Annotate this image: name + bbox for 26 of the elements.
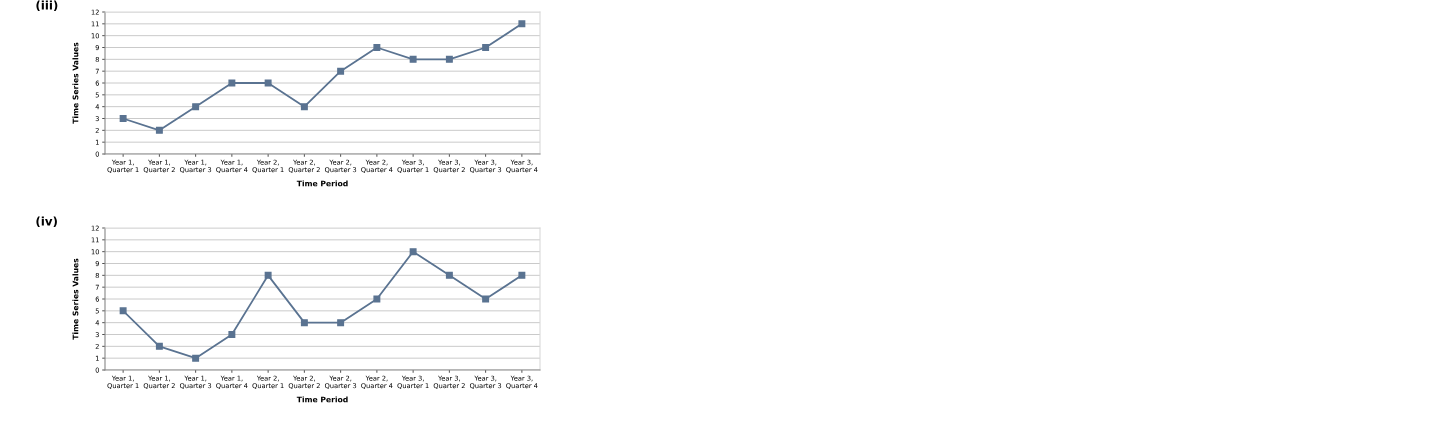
- chart-title: (iv): [36, 216, 57, 228]
- point: [409, 55, 417, 63]
- point: [482, 44, 490, 51]
- point: [518, 20, 526, 28]
- point: [300, 103, 308, 111]
- point: [155, 342, 163, 350]
- point: [192, 103, 200, 111]
- point: [445, 55, 453, 63]
- point: [264, 271, 272, 279]
- point: [228, 331, 236, 338]
- point: [373, 295, 381, 303]
- point: [119, 307, 127, 315]
- point: [192, 354, 200, 362]
- point: [300, 319, 308, 327]
- point: [155, 126, 163, 134]
- chart-title: (iii): [36, 0, 58, 12]
- point: [228, 79, 236, 87]
- point: [518, 271, 526, 279]
- point: [482, 295, 490, 303]
- point: [373, 44, 381, 51]
- point: [119, 115, 127, 122]
- point: [445, 271, 453, 279]
- point: [337, 67, 345, 75]
- point: [337, 319, 345, 327]
- point: [264, 79, 272, 87]
- point: [409, 248, 417, 256]
